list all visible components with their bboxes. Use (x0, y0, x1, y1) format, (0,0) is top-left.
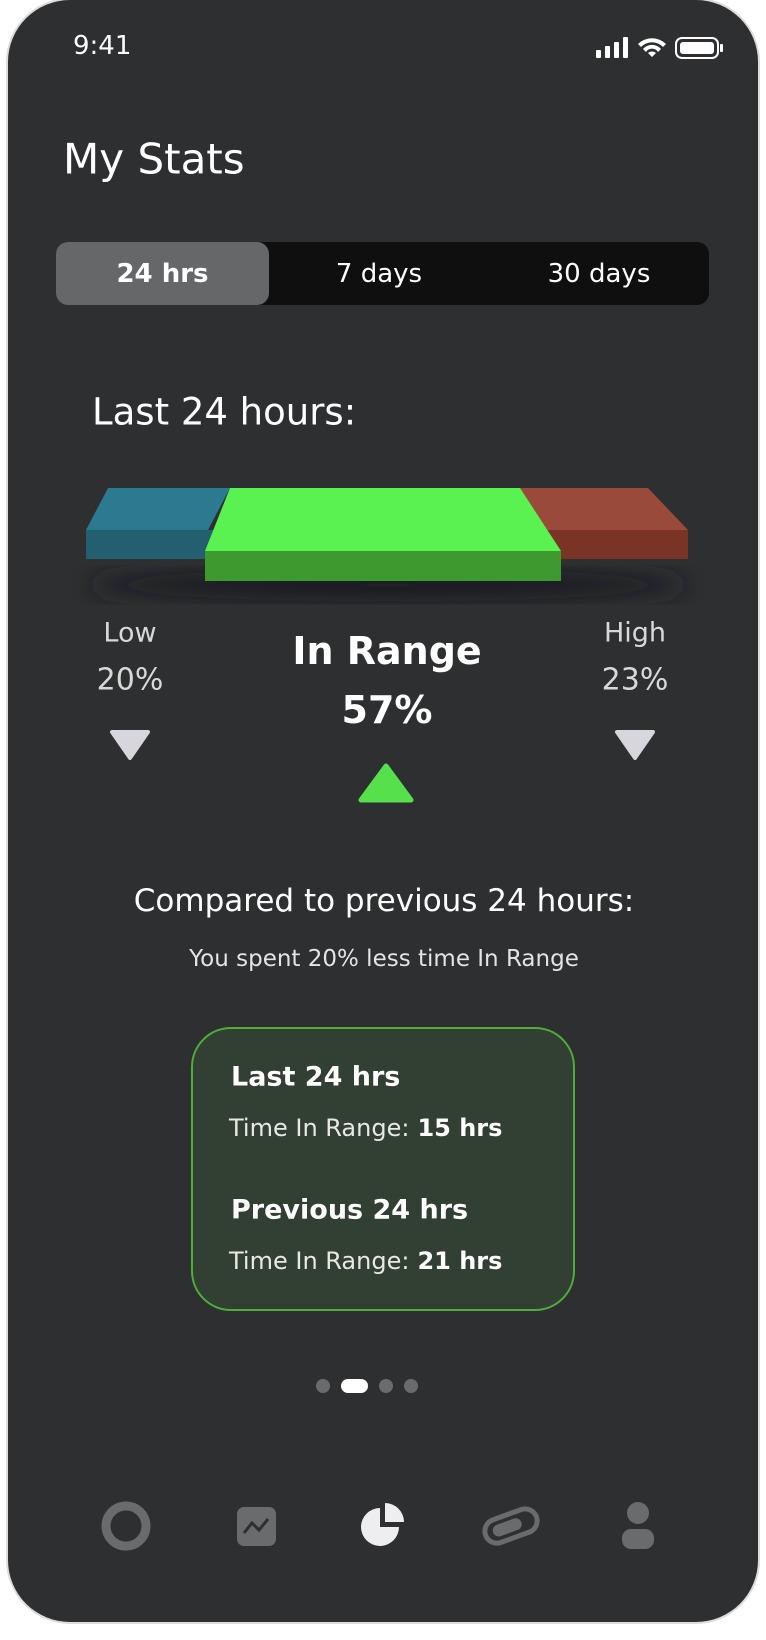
bottom-nav (101, 1501, 654, 1551)
card-value: 21 hrs (417, 1247, 503, 1275)
high-label: High (603, 617, 667, 649)
page-title: My Stats (63, 134, 245, 184)
in-range-percent: 57% (341, 688, 433, 732)
card-row: Time In Range: 15 hrs (229, 1114, 502, 1142)
nav-home[interactable] (101, 1501, 151, 1551)
pager-dot[interactable] (379, 1379, 393, 1393)
high-percent: 23% (601, 662, 669, 698)
pager-dot[interactable] (341, 1379, 368, 1393)
card-row: Time In Range: 21 hrs (229, 1247, 502, 1275)
low-percent: 20% (96, 662, 164, 698)
card-title: Previous 24 hrs (231, 1194, 469, 1226)
range-bar (86, 488, 688, 601)
comparison-heading: Compared to previous 24 hours: (133, 883, 635, 919)
card-label: Time In Range: (229, 1114, 410, 1142)
comparison-card: Last 24 hrs Time In Range: 15 hrs Previous … (191, 1027, 575, 1311)
period-tabs: 24 hrs 7 days 30 days (56, 242, 709, 305)
low-label: Low (103, 617, 157, 649)
period-tab[interactable]: 7 days (335, 258, 423, 289)
comparison-note: You spent 20% less time In Range (189, 946, 579, 972)
phone-screen: 9:41 My Stats 24 hrs 7 days 30 days Last 2… (8, 0, 758, 1622)
status-icons (596, 37, 723, 59)
status-time: 9:41 (73, 31, 132, 61)
in-range-label: In Range (292, 629, 482, 673)
nav-stats[interactable] (361, 1503, 404, 1546)
nav-device[interactable] (482, 1505, 541, 1546)
card-title: Last 24 hrs (231, 1061, 401, 1093)
period-tab[interactable]: 30 days (547, 258, 651, 289)
pager-dot[interactable] (316, 1379, 330, 1393)
pager-dot[interactable] (404, 1379, 418, 1393)
period-tab[interactable]: 24 hrs (56, 242, 269, 305)
nav-trends[interactable] (237, 1507, 276, 1546)
card-value: 15 hrs (417, 1114, 503, 1142)
trend-arrows (110, 730, 655, 803)
nav-profile[interactable] (622, 1502, 654, 1549)
summary-heading: Last 24 hours: (92, 390, 357, 434)
card-label: Time In Range: (229, 1247, 410, 1275)
